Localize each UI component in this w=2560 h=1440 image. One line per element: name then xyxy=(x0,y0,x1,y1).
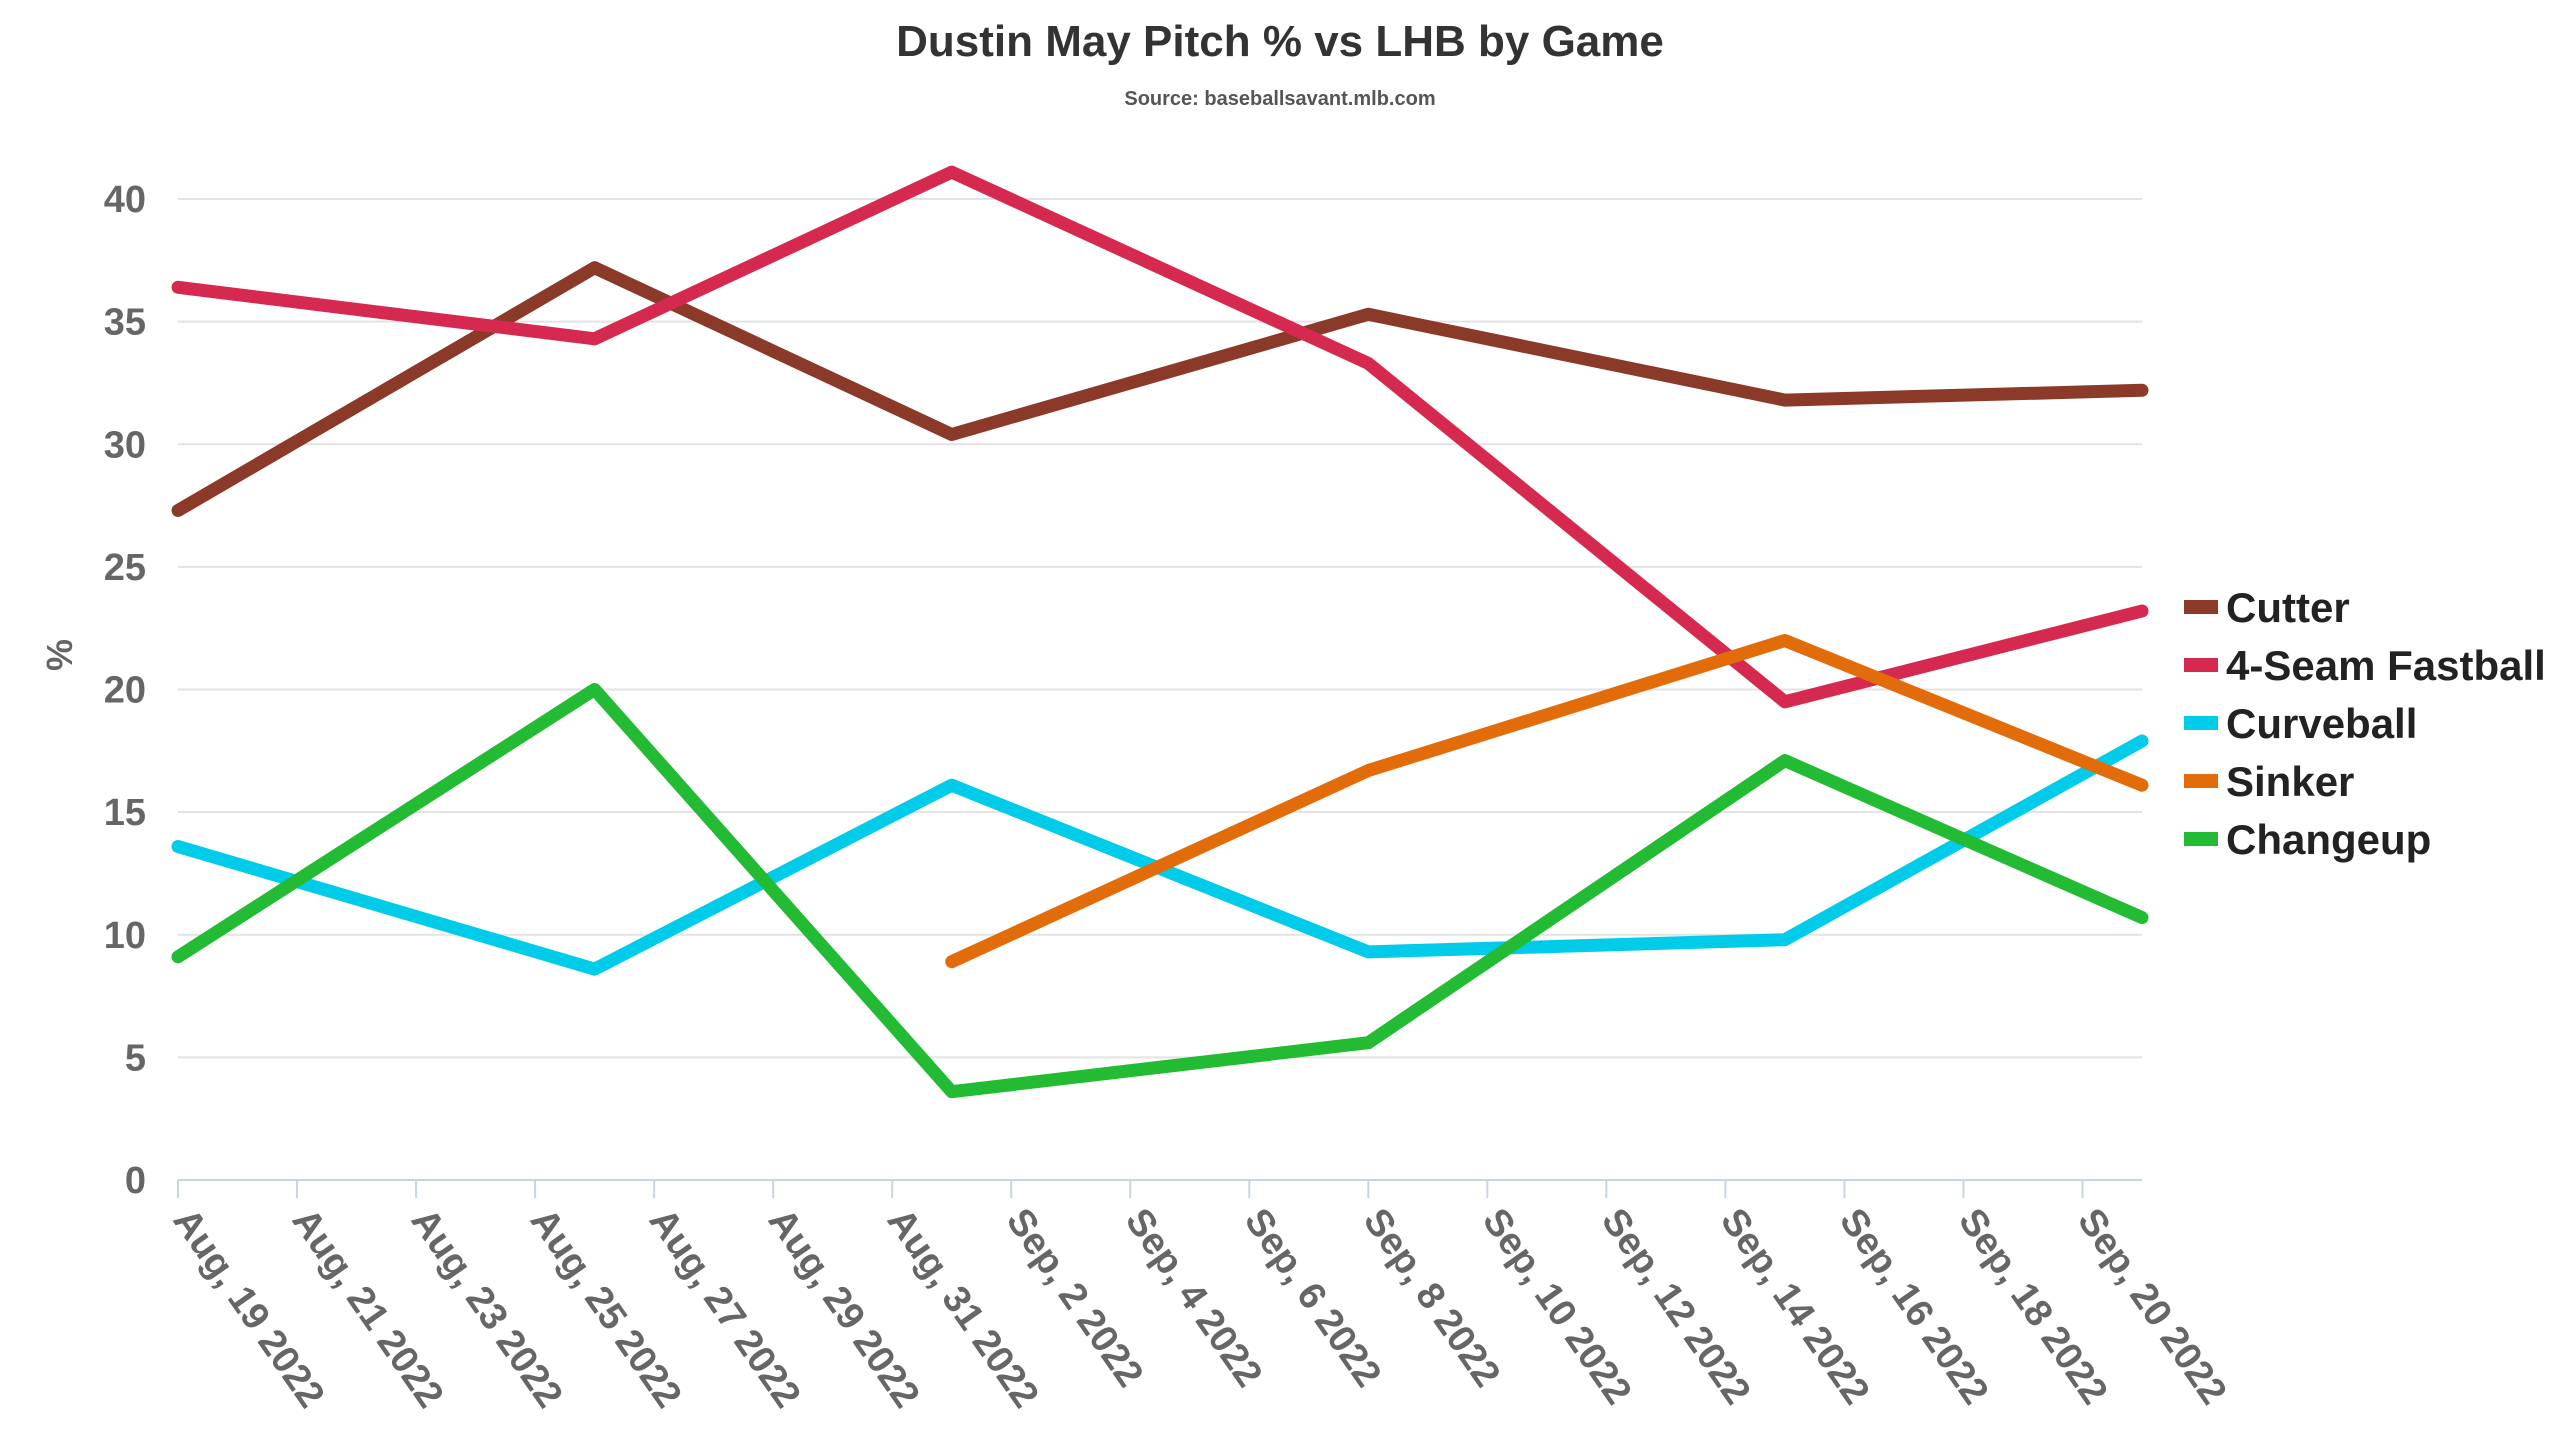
y-tick-label: 20 xyxy=(104,670,146,712)
chart-subtitle: Source: baseballsavant.mlb.com xyxy=(1124,88,1435,110)
y-tick-label: 10 xyxy=(104,915,146,957)
y-axis-label: % xyxy=(39,639,80,671)
y-tick-label: 35 xyxy=(104,302,146,344)
legend-label-sinker: Sinker xyxy=(2226,758,2354,805)
legend-label-cutter: Cutter xyxy=(2226,584,2350,631)
chart-title: Dustin May Pitch % vs LHB by Game xyxy=(896,17,1664,66)
y-tick-label: 0 xyxy=(125,1160,146,1202)
legend: Cutter 4-Seam Fastball Curveball Sinker Chan… xyxy=(2184,584,2546,863)
y-tick-label: 5 xyxy=(125,1037,146,1079)
series-line-changeup xyxy=(171,683,2149,1099)
y-tick-label: 25 xyxy=(104,547,146,589)
y-tick-label: 30 xyxy=(104,424,146,466)
legend-label-changeup: Changeup xyxy=(2226,816,2431,863)
y-axis-ticks: 0 5 10 15 20 25 30 35 40 xyxy=(104,179,146,1202)
legend-swatch-4-seam-fastball xyxy=(2184,658,2218,672)
legend-swatch-cutter xyxy=(2184,600,2218,614)
legend-label-4-seam-fastball: 4-Seam Fastball xyxy=(2226,642,2546,689)
series-line-sinker xyxy=(945,634,2149,969)
series-line-4-seam-fastball xyxy=(171,165,2149,709)
legend-swatch-changeup xyxy=(2184,832,2218,846)
legend-label-curveball: Curveball xyxy=(2226,700,2417,747)
y-tick-label: 40 xyxy=(104,179,146,221)
series-line-cutter xyxy=(171,261,2149,517)
y-tick-label: 15 xyxy=(104,792,146,834)
legend-swatch-sinker xyxy=(2184,774,2218,788)
legend-swatch-curveball xyxy=(2184,716,2218,730)
series-lines xyxy=(171,165,2149,1099)
